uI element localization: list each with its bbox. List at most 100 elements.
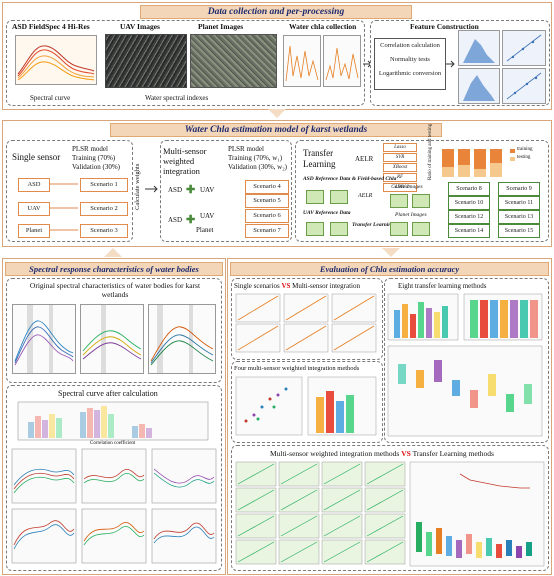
- plsr-single-3: Validation (30%): [72, 163, 121, 171]
- original-spectral-title: Original spectral characteristics of wat…: [29, 281, 201, 299]
- single-scenarios-text: Single scenarios: [234, 282, 280, 290]
- scenario-5: Scenario 5: [245, 194, 289, 208]
- scenario-13: Scenario 13: [498, 210, 540, 224]
- chla-model-header: Water Chla estimation model of karst wet…: [110, 123, 442, 137]
- feature-item-log: Logarithmic conversion: [378, 70, 442, 77]
- scenario-3: Scenario 3: [80, 224, 128, 238]
- scenario-11: Scenario 11: [498, 196, 540, 210]
- scatter-shape-1: [506, 34, 542, 62]
- four-multi-plots: [235, 376, 377, 436]
- scenario-2: Scenario 2: [80, 202, 128, 216]
- method-svr: SVR: [383, 153, 417, 162]
- asd-spectral-plot: [15, 35, 97, 85]
- uav-img-cube-2: [412, 194, 430, 208]
- orig-lines-3: [150, 305, 214, 373]
- hist-shape-2: [463, 75, 495, 101]
- multi-vs-tl-boxplot: [409, 461, 545, 567]
- tl-stacked-bars-1: [394, 302, 448, 338]
- multi-vs-tl-scatter-grid: [235, 461, 406, 565]
- multi-title-3: integration: [163, 166, 200, 176]
- uav-img-cube-1: [390, 194, 408, 208]
- plsr-multi-2: Training (70%, w₁): [228, 154, 283, 162]
- scenario-12: Scenario 12: [448, 210, 490, 224]
- accuracy-header: Evaluation of Chla estimation accuracy: [230, 262, 549, 276]
- orig-spectral-plot-3: [148, 304, 216, 374]
- multi-uav-a: UAV: [200, 186, 215, 194]
- planet-img-cube-1: [390, 222, 408, 236]
- chla-line-1: [285, 45, 319, 82]
- spectral-response-header: Spectral response characteristics of wat…: [5, 262, 223, 276]
- multi-asd-a: ASD: [168, 186, 183, 194]
- asd-spectral-lines: [17, 45, 95, 81]
- legend-testing-swatch: [510, 157, 515, 161]
- feature-hist-2: [458, 68, 500, 104]
- scatter-fit-lines: [237, 295, 375, 351]
- eight-tl-plots: [387, 293, 543, 437]
- multi-integration-text: Multi-sensor integration: [292, 282, 360, 290]
- scenario-15: Scenario 15: [498, 224, 540, 238]
- multi-asd-b: ASD: [168, 216, 183, 224]
- vs-label-1: VS: [281, 282, 291, 290]
- calc-spectral-grid: [11, 448, 217, 565]
- down-arrow-top: [268, 109, 286, 118]
- corr-bar-chart: [17, 401, 209, 441]
- uav-ref-label: UAV Reference Data: [303, 210, 351, 216]
- chla-line-2: [325, 47, 359, 81]
- feature-hist-1: [458, 30, 500, 66]
- orig-lines-1: [14, 305, 74, 373]
- scenario-1: Scenario 1: [80, 178, 128, 192]
- data-collection-header: Data collection and per-processing: [140, 5, 412, 19]
- tl-label-1: Transfer Learning: [352, 222, 395, 228]
- spectral-after-calc-title: Spectral curve after calculation: [58, 389, 158, 398]
- ratio-chart: [442, 149, 515, 177]
- single-vs-multi-title: Single scenarios VS Multi-sensor integra…: [234, 282, 360, 290]
- sensor-uav: UAV: [18, 202, 50, 216]
- tl-stacked-bars-2: [470, 300, 538, 338]
- method-rf: RF: [383, 173, 417, 182]
- feature-list-box: Correlation calculation Normality tests …: [374, 38, 446, 90]
- weights-arrow: [145, 185, 158, 193]
- boxplot-bars: [416, 522, 532, 558]
- scenario-7: Scenario 7: [245, 224, 289, 238]
- plsr-multi-3: Validation (30%, w₂): [228, 163, 288, 171]
- uav-ref-cube-2: [330, 222, 348, 236]
- feature-arrow: [446, 60, 455, 68]
- multi-uav-b: UAV: [200, 212, 215, 220]
- corr-axis-label: Correlation coefficient: [90, 441, 136, 446]
- uav-title: UAV Images: [120, 22, 160, 31]
- feature-item-correlation: Correlation calculation: [380, 42, 440, 49]
- asd-ref-cube-1: [306, 190, 324, 204]
- planet-img-cube-2: [412, 222, 430, 236]
- multi-methods-text: Multi-sensor weighted integration method…: [270, 449, 400, 458]
- chla-plot-1: [283, 35, 321, 87]
- planet-images-label: Planet Images: [395, 212, 427, 218]
- ratio-label: Ratio of training and testing: [428, 123, 433, 180]
- aelr-label-2: AELR: [358, 193, 373, 199]
- green-fit-lines: [237, 463, 404, 563]
- plsr-single-2: Training (70%): [72, 154, 116, 162]
- water-indexes-label: Water spectral indexes: [145, 94, 209, 102]
- feature-construction-title: Feature Construction: [410, 22, 479, 31]
- scenario-9: Scenario 9: [498, 182, 540, 196]
- ratio-bars: [442, 149, 502, 177]
- corr-bars: [28, 406, 152, 438]
- multi-bars: [316, 391, 354, 433]
- single-arrows: [50, 183, 78, 231]
- asd-ref-label: ASD Reference Data & Field-based Chla: [303, 176, 397, 182]
- single-sensor-title: Single sensor: [12, 152, 61, 162]
- feature-scatter-1: [502, 30, 546, 66]
- multi-scatter-panel: [235, 376, 303, 436]
- orig-spectral-plot-2: [80, 304, 144, 374]
- aelr-methods: Lasso SVR XBoost RF GaBoost: [383, 143, 417, 192]
- asd-title: ASD FieldSpec 4 Hi-Res: [12, 22, 90, 31]
- multi-scatter-points: [244, 387, 288, 423]
- method-gaboost: GaBoost: [383, 183, 417, 192]
- multi-title-1: Multi-sensor: [163, 146, 207, 156]
- tl-boxplots: [398, 360, 532, 412]
- plus-icon-b: ✚: [186, 214, 196, 226]
- method-xboost: XBoost: [383, 163, 417, 172]
- sensor-asd: ASD: [18, 178, 50, 192]
- planet-image: [190, 34, 277, 88]
- scenario-10: Scenario 10: [448, 196, 490, 210]
- planet-title: Planet Images: [198, 22, 244, 31]
